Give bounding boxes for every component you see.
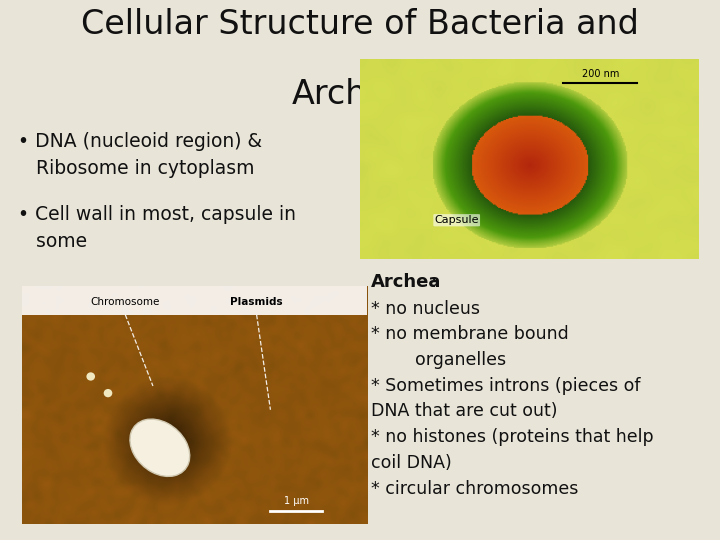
Text: * no nucleus
* no membrane bound
        organelles
* Sometimes introns (pieces : * no nucleus * no membrane bound organel… bbox=[371, 300, 654, 497]
Ellipse shape bbox=[86, 373, 95, 381]
Text: • DNA (nucleoid region) &
   Ribosome in cytoplasm: • DNA (nucleoid region) & Ribosome in cy… bbox=[18, 132, 262, 178]
Text: • Cell wall in most, capsule in
   some: • Cell wall in most, capsule in some bbox=[18, 205, 296, 251]
Text: Archea: Archea bbox=[371, 273, 441, 291]
Ellipse shape bbox=[130, 419, 190, 476]
Text: Plasmids: Plasmids bbox=[230, 297, 283, 307]
Text: Cellular Structure of Bacteria and: Cellular Structure of Bacteria and bbox=[81, 8, 639, 41]
Text: 1 μm: 1 μm bbox=[284, 496, 309, 506]
Ellipse shape bbox=[104, 389, 112, 397]
Bar bbox=[22, 286, 367, 315]
Text: Archeae: Archeae bbox=[292, 78, 428, 111]
Text: :: : bbox=[431, 273, 437, 291]
Text: Capsule: Capsule bbox=[434, 215, 479, 225]
Text: 200 nm: 200 nm bbox=[582, 69, 619, 79]
Text: Chromosome: Chromosome bbox=[91, 297, 160, 307]
